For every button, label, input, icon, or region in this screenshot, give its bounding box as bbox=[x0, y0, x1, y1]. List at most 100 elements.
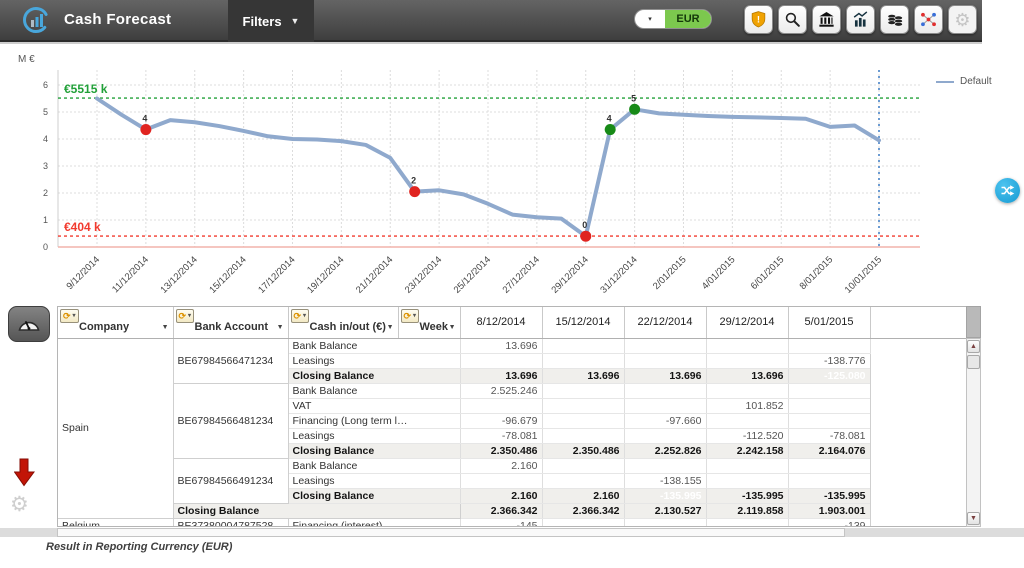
value-cell: -138.155 bbox=[624, 473, 707, 489]
value-cell: -78.081 bbox=[460, 428, 543, 444]
horizontal-scrollbar bbox=[0, 528, 1024, 537]
column-header-company[interactable]: ⟳ ▾ Company ▼ bbox=[58, 307, 174, 339]
marker-dot bbox=[629, 103, 641, 115]
value-cell: -135.995 bbox=[706, 488, 789, 504]
analytics-button[interactable] bbox=[846, 5, 875, 34]
chevron-down-icon[interactable]: ▼ bbox=[161, 323, 169, 331]
red-down-arrow-icon bbox=[13, 458, 35, 487]
chevron-down-icon[interactable]: ▼ bbox=[448, 323, 456, 331]
accounts-button[interactable] bbox=[812, 5, 841, 34]
cash-flow-label-cell: Bank Balance bbox=[288, 458, 461, 474]
column-header-label: Cash in/out (€) bbox=[309, 320, 386, 333]
bank-account-cell: BE67984566481234 bbox=[173, 383, 289, 459]
x-axis-tick-label: 21/12/2014 bbox=[354, 254, 395, 295]
pivot-field-icon[interactable]: ⟳ ▾ bbox=[60, 309, 79, 323]
column-header-week[interactable]: ⟳ ▾ Week ▼ bbox=[398, 307, 461, 339]
value-cell bbox=[624, 398, 707, 414]
column-header-label: Bank Account bbox=[194, 320, 269, 333]
scroll-down-button[interactable]: ▼ bbox=[967, 512, 980, 525]
value-cell: 13.696 bbox=[460, 338, 543, 354]
x-axis-tick-label: 6/01/2015 bbox=[749, 254, 787, 292]
chevron-down-icon[interactable]: ▼ bbox=[386, 323, 394, 331]
value-cell: -145 bbox=[460, 518, 543, 526]
x-axis-tick-label: 15/12/2014 bbox=[207, 254, 248, 295]
bank-icon bbox=[819, 11, 834, 27]
value-cell: 2.252.826 bbox=[624, 443, 707, 459]
bank-account-cell: BE67984566471234 bbox=[173, 338, 289, 384]
dashboard-button[interactable] bbox=[8, 306, 50, 342]
value-cell bbox=[460, 353, 543, 369]
chevron-down-icon[interactable]: ▼ bbox=[276, 323, 284, 331]
value-cell: 13.696 bbox=[624, 368, 707, 384]
marker-dot bbox=[140, 124, 152, 136]
table-row: Leasings -78.081 -112.520 -78.081 bbox=[58, 428, 966, 444]
download-button[interactable] bbox=[13, 458, 35, 492]
value-cell: 2.119.858 bbox=[706, 503, 789, 519]
value-cell bbox=[460, 398, 543, 414]
value-cell: 13.696 bbox=[542, 368, 625, 384]
value-cell bbox=[542, 458, 625, 474]
currency-value: EUR bbox=[665, 10, 711, 28]
table-row: Spain BE67984566471234 Bank Balance 13.696 bbox=[58, 338, 966, 526]
value-cell bbox=[542, 518, 625, 526]
column-header-cash-in-out-[interactable]: ⟳ ▾ Cash in/out (€) ▼ bbox=[288, 307, 399, 339]
value-cell bbox=[706, 353, 789, 369]
chart-stats-icon bbox=[853, 11, 868, 27]
value-cell bbox=[624, 458, 707, 474]
table-settings-button[interactable]: ⚙ bbox=[10, 492, 29, 517]
y-axis-tick-label: 1 bbox=[43, 215, 48, 225]
value-cell bbox=[624, 353, 707, 369]
pivot-field-icon[interactable]: ⟳ ▾ bbox=[290, 309, 310, 323]
horizontal-scrollbar-thumb[interactable] bbox=[57, 528, 845, 537]
marker-label: 5 bbox=[631, 93, 636, 103]
value-cell bbox=[706, 518, 789, 526]
currency-selector[interactable]: ▾ EUR bbox=[634, 9, 712, 29]
value-cell: 2.350.486 bbox=[542, 443, 625, 459]
cash-button[interactable] bbox=[880, 5, 909, 34]
cash-flow-label-cell: Leasings bbox=[288, 353, 461, 369]
settings-button[interactable]: ⚙ bbox=[948, 5, 977, 34]
x-axis-tick-label: 9/12/2014 bbox=[64, 254, 102, 292]
x-axis-tick-label: 31/12/2014 bbox=[598, 254, 639, 295]
y-axis-tick-label: 2 bbox=[43, 188, 48, 198]
search-button[interactable] bbox=[778, 5, 807, 34]
value-cell: -78.081 bbox=[788, 428, 871, 444]
value-cell: 2.160 bbox=[460, 458, 543, 474]
pivot-field-icon[interactable]: ⟳ ▾ bbox=[175, 309, 195, 323]
gauge-icon bbox=[18, 321, 40, 331]
value-cell bbox=[788, 398, 871, 414]
pivot-field-icon[interactable]: ⟳ ▾ bbox=[400, 309, 420, 323]
value-cell bbox=[542, 338, 625, 354]
switch-view-button[interactable] bbox=[995, 178, 1020, 203]
value-cell: -138.776 bbox=[788, 353, 871, 369]
marker-dot bbox=[604, 124, 616, 136]
table-row: Closing Balance 13.696 13.696 13.696 13.696-… bbox=[58, 368, 966, 384]
table-row: BE67984566491234 Bank Balance 2.160 bbox=[58, 458, 966, 504]
currency-dropdown-caret[interactable]: ▾ bbox=[648, 16, 652, 23]
x-axis-tick-label: 25/12/2014 bbox=[452, 254, 493, 295]
cash-flow-label-cell: Closing Balance bbox=[288, 443, 461, 459]
value-cell bbox=[542, 428, 625, 444]
alert-shield-icon: ! bbox=[751, 11, 766, 28]
cash-flow-label-cell: Leasings bbox=[288, 428, 461, 444]
table-row: VAT 101.852 bbox=[58, 398, 966, 414]
x-axis-tick-label: 8/01/2015 bbox=[798, 254, 836, 292]
scrollbar-thumb[interactable] bbox=[967, 355, 980, 369]
scroll-up-button[interactable]: ▲ bbox=[967, 340, 980, 353]
scrollbar-header-filler bbox=[966, 306, 981, 338]
y-axis-tick-label: 4 bbox=[43, 134, 48, 144]
value-cell bbox=[788, 338, 871, 354]
value-cell: 2.164.076 bbox=[788, 443, 871, 459]
table-row: Leasings -138.776 bbox=[58, 353, 966, 369]
column-header-filler bbox=[870, 307, 966, 339]
compare-button[interactable] bbox=[914, 5, 943, 34]
forecast-line-chart: 9/12/2014 11/12/2014 13/12/2014 15/12/2014 1… bbox=[18, 54, 920, 296]
threshold-label: €5515 k bbox=[64, 82, 108, 96]
filters-button[interactable]: Filters ▼ bbox=[228, 0, 314, 42]
cash-flow-label-cell: Financing (interest) bbox=[288, 518, 461, 526]
marker-label: 0 bbox=[582, 220, 587, 230]
alerts-button[interactable]: ! bbox=[744, 5, 773, 34]
column-header-bank-account[interactable]: ⟳ ▾ Bank Account ▼ bbox=[173, 307, 289, 339]
cash-flow-label-cell: VAT bbox=[288, 398, 461, 414]
search-icon bbox=[785, 12, 800, 27]
